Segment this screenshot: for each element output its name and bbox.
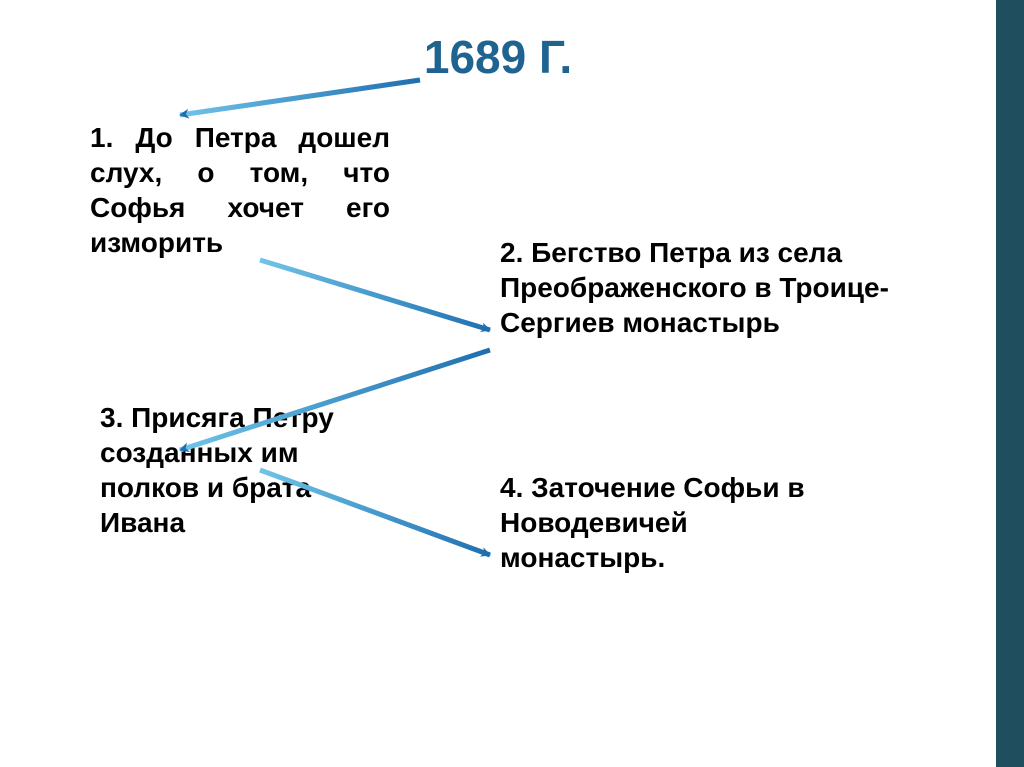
slide-title: 1689 Г. bbox=[0, 30, 996, 84]
event-block-1: 1. До Петра дошел слух, о том, что Софья… bbox=[90, 120, 390, 260]
arrow-b1-to-b2 bbox=[260, 260, 490, 330]
event-block-3: 3. Присяга Петру созданных им полков и б… bbox=[100, 400, 350, 540]
event-block-4: 4. Заточение Софьи в Новодевичей монасты… bbox=[500, 470, 860, 575]
flow-arrows bbox=[0, 0, 996, 767]
decorative-sidebar bbox=[996, 0, 1024, 767]
arrow-title-to-b1 bbox=[180, 80, 420, 115]
event-block-2: 2. Бегство Петра из села Преображенского… bbox=[500, 235, 920, 340]
